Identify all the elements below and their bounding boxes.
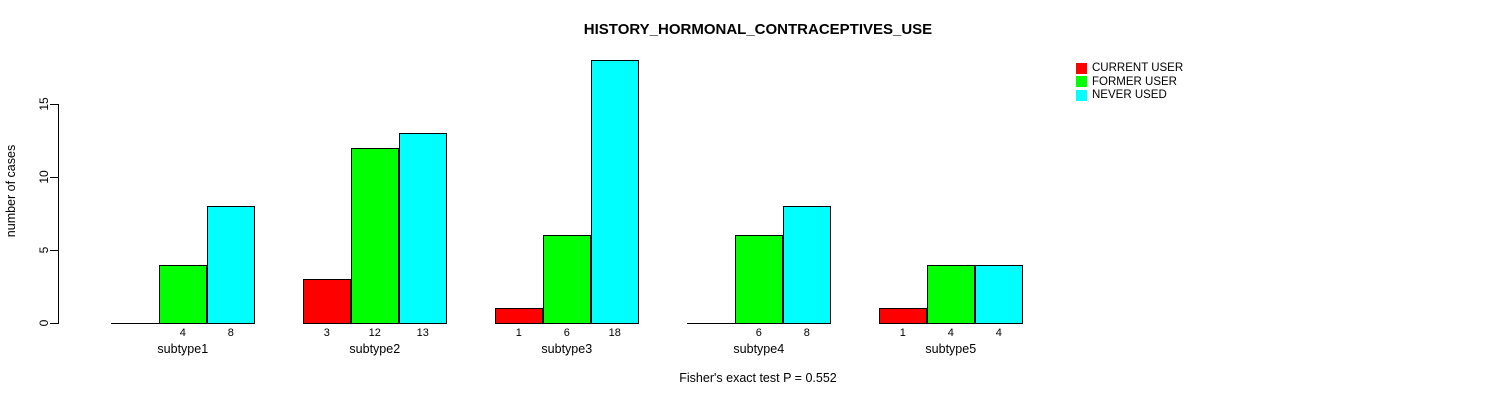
legend-swatch-former-user bbox=[1076, 76, 1087, 87]
category-label: subtype1 bbox=[157, 342, 209, 356]
legend-swatch-never-used bbox=[1076, 89, 1087, 101]
bar-value-label: 8 bbox=[227, 327, 234, 339]
bar-value-label: 8 bbox=[803, 327, 810, 339]
bar bbox=[398, 133, 447, 324]
y-tick-label: 0 bbox=[37, 319, 51, 327]
bar bbox=[542, 235, 591, 324]
bar bbox=[734, 235, 783, 324]
bar bbox=[926, 264, 975, 324]
legend: CURRENT USER FORMER USER NEVER USED bbox=[1076, 62, 1183, 101]
y-tick-label: 10 bbox=[37, 170, 51, 184]
y-tick-label: 15 bbox=[37, 97, 51, 111]
legend-label-former-user: FORMER USER bbox=[1092, 75, 1177, 88]
legend-label-never-used: NEVER USED bbox=[1092, 89, 1167, 101]
y-tick-mark bbox=[50, 177, 59, 178]
bar bbox=[878, 308, 927, 324]
y-tick-mark bbox=[50, 104, 59, 105]
bar-value-label: 18 bbox=[608, 327, 621, 339]
y-tick-label: 5 bbox=[37, 246, 51, 254]
bar-zero-height bbox=[686, 323, 735, 324]
legend-swatch-current-user bbox=[1076, 62, 1087, 74]
y-tick-mark bbox=[50, 250, 59, 251]
bar-value-label: 4 bbox=[995, 327, 1002, 339]
legend-label-current-user: CURRENT USER bbox=[1092, 62, 1184, 74]
legend-item-never-used: NEVER USED bbox=[1076, 89, 1183, 101]
legend-item-former-user: FORMER USER bbox=[1076, 76, 1183, 88]
bar bbox=[206, 206, 255, 324]
category-label: subtype3 bbox=[541, 342, 593, 356]
bar bbox=[158, 264, 207, 324]
bar-value-label: 4 bbox=[947, 327, 954, 339]
bar-value-label: 3 bbox=[323, 327, 330, 339]
legend-item-current-user: CURRENT USER bbox=[1076, 62, 1183, 74]
y-tick-mark bbox=[50, 323, 59, 324]
bar bbox=[974, 264, 1023, 324]
bar-value-label: 12 bbox=[368, 327, 381, 339]
bar bbox=[782, 206, 831, 324]
bar bbox=[590, 60, 639, 324]
footer-annotation: Fisher's exact test P = 0.552 bbox=[679, 371, 837, 385]
bar bbox=[350, 147, 399, 324]
bar-value-label: 4 bbox=[179, 327, 186, 339]
bar-value-label: 6 bbox=[563, 327, 570, 339]
bar-zero-height bbox=[110, 323, 159, 324]
chart-title: HISTORY_HORMONAL_CONTRACEPTIVES_USE bbox=[583, 21, 933, 38]
bar-value-label: 6 bbox=[755, 327, 762, 339]
bar bbox=[494, 308, 543, 324]
bar-value-label: 1 bbox=[515, 327, 522, 339]
category-label: subtype5 bbox=[925, 342, 977, 356]
category-label: subtype2 bbox=[349, 342, 401, 356]
bar-value-label: 1 bbox=[899, 327, 906, 339]
bar-value-label: 13 bbox=[416, 327, 429, 339]
category-label: subtype4 bbox=[733, 342, 785, 356]
y-axis-line bbox=[58, 104, 59, 324]
bar bbox=[302, 279, 351, 324]
